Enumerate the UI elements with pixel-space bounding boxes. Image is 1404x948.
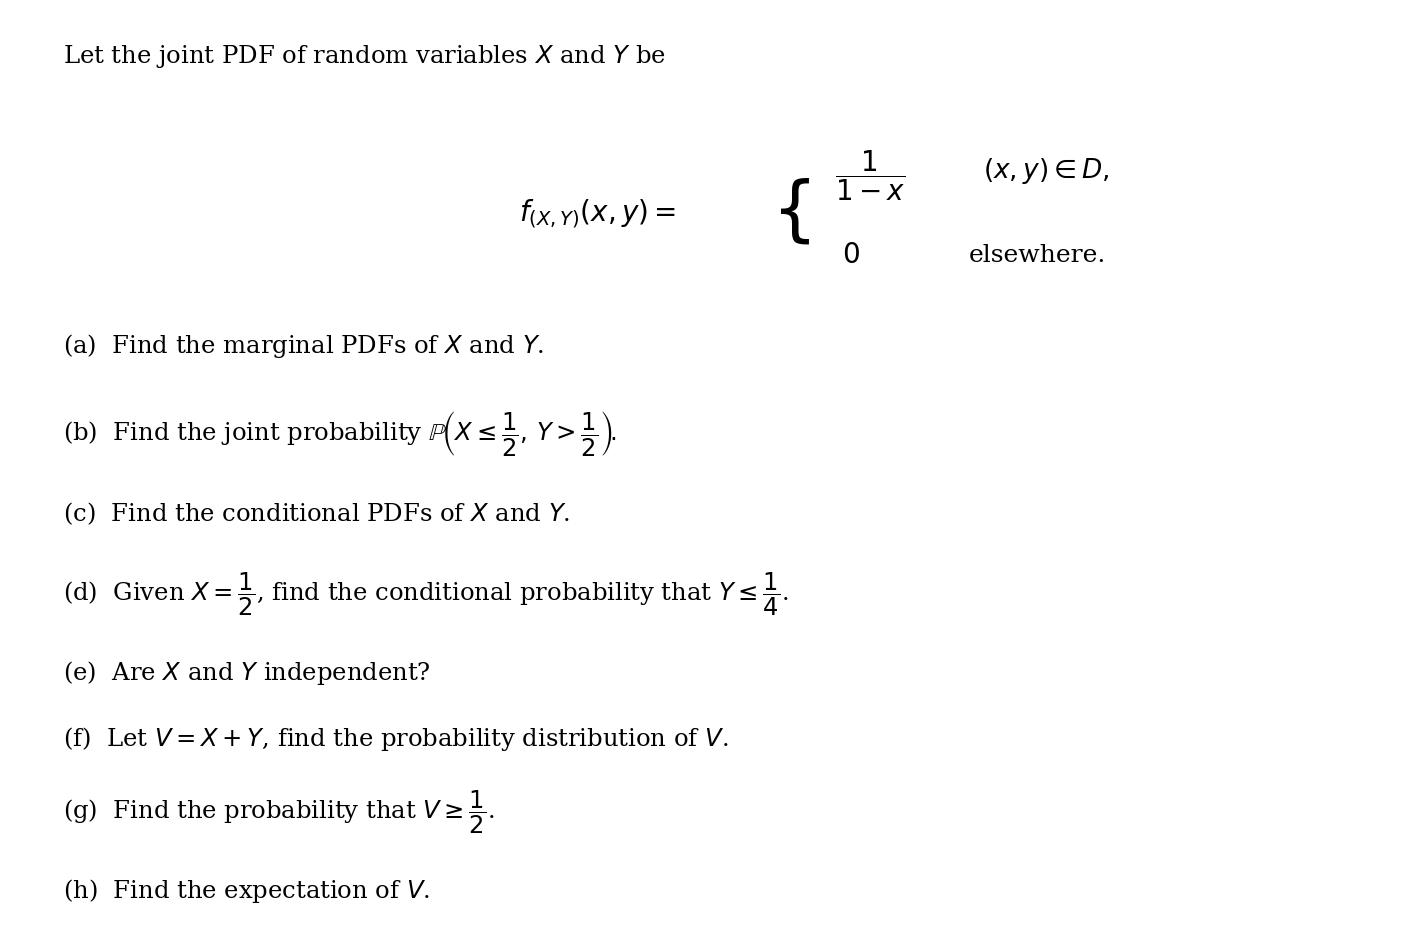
Text: $0$: $0$	[842, 243, 861, 269]
Text: (c)  Find the conditional PDFs of $X$ and $Y$.: (c) Find the conditional PDFs of $X$ and…	[63, 501, 570, 527]
Text: (f)  Let $V = X + Y$, find the probability distribution of $V$.: (f) Let $V = X + Y$, find the probabilit…	[63, 725, 729, 754]
Text: (g)  Find the probability that $V \geq \dfrac{1}{2}$.: (g) Find the probability that $V \geq \d…	[63, 789, 496, 836]
Text: $\left\{\ \right.$: $\left\{\ \right.$	[771, 175, 810, 246]
Text: $f_{(X,Y)}(x,y) = $: $f_{(X,Y)}(x,y) = $	[519, 197, 677, 229]
Text: Let the joint PDF of random variables $X$ and $Y$ be: Let the joint PDF of random variables $X…	[63, 44, 665, 70]
Text: (h)  Find the expectation of $V$.: (h) Find the expectation of $V$.	[63, 877, 431, 905]
Text: (d)  Given $X = \dfrac{1}{2}$, find the conditional probability that $Y \leq \df: (d) Given $X = \dfrac{1}{2}$, find the c…	[63, 571, 789, 618]
Text: (b)  Find the joint probability $\mathbb{P}\!\left(X \leq \dfrac{1}{2},\, Y > \d: (b) Find the joint probability $\mathbb{…	[63, 409, 616, 458]
Text: $\dfrac{1}{1-x}$: $\dfrac{1}{1-x}$	[835, 148, 906, 203]
Text: (e)  Are $X$ and $Y$ independent?: (e) Are $X$ and $Y$ independent?	[63, 659, 431, 687]
Text: (a)  Find the marginal PDFs of $X$ and $Y$.: (a) Find the marginal PDFs of $X$ and $Y…	[63, 332, 545, 360]
Text: $(x,y) \in D,$: $(x,y) \in D,$	[983, 155, 1109, 186]
Text: elsewhere.: elsewhere.	[969, 245, 1106, 267]
